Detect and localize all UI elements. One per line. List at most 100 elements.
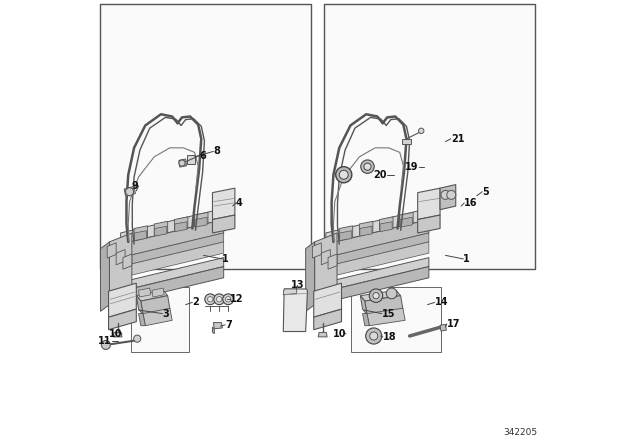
Polygon shape <box>109 233 132 305</box>
Polygon shape <box>120 233 223 267</box>
Text: 21: 21 <box>451 134 464 144</box>
Text: 19: 19 <box>405 162 419 172</box>
Bar <box>324 4 535 269</box>
Polygon shape <box>380 217 393 230</box>
Polygon shape <box>326 242 429 278</box>
Polygon shape <box>120 258 223 291</box>
Polygon shape <box>326 233 429 267</box>
Text: 342205: 342205 <box>503 428 538 437</box>
Circle shape <box>223 294 234 305</box>
Polygon shape <box>440 324 446 331</box>
Polygon shape <box>306 242 315 311</box>
Circle shape <box>419 128 424 134</box>
Polygon shape <box>174 217 188 230</box>
Polygon shape <box>326 258 429 291</box>
Text: 13: 13 <box>291 280 305 290</box>
Polygon shape <box>179 159 186 167</box>
Circle shape <box>225 297 231 302</box>
Text: 7: 7 <box>225 320 232 330</box>
Polygon shape <box>138 288 150 297</box>
Polygon shape <box>100 242 109 311</box>
Circle shape <box>207 297 213 302</box>
Circle shape <box>179 160 185 166</box>
Text: 1: 1 <box>222 254 229 264</box>
Bar <box>188 155 195 164</box>
Circle shape <box>205 294 216 305</box>
Bar <box>100 4 311 269</box>
Circle shape <box>387 288 397 299</box>
Polygon shape <box>418 188 440 220</box>
Polygon shape <box>367 308 405 326</box>
Text: 3: 3 <box>163 309 169 319</box>
Polygon shape <box>284 289 297 295</box>
Text: 10: 10 <box>109 329 122 339</box>
Polygon shape <box>136 296 143 314</box>
Text: 18: 18 <box>383 332 396 342</box>
Polygon shape <box>360 290 401 301</box>
Polygon shape <box>134 231 147 241</box>
Polygon shape <box>360 226 372 236</box>
Polygon shape <box>134 226 147 239</box>
Text: 15: 15 <box>382 309 396 319</box>
Polygon shape <box>339 226 353 239</box>
Polygon shape <box>326 267 429 302</box>
Polygon shape <box>284 289 307 332</box>
Text: 14: 14 <box>435 297 448 307</box>
Polygon shape <box>120 242 223 278</box>
Text: 5: 5 <box>482 187 489 197</box>
Polygon shape <box>195 212 208 226</box>
Polygon shape <box>212 327 214 334</box>
Polygon shape <box>154 221 168 235</box>
Polygon shape <box>360 296 367 314</box>
Polygon shape <box>380 222 392 232</box>
Text: 2: 2 <box>192 297 199 307</box>
Circle shape <box>361 160 374 173</box>
Polygon shape <box>328 254 337 269</box>
Circle shape <box>370 332 378 340</box>
Circle shape <box>336 167 352 183</box>
Polygon shape <box>138 314 145 326</box>
Polygon shape <box>315 233 337 305</box>
Circle shape <box>101 340 110 349</box>
Circle shape <box>125 188 134 196</box>
Circle shape <box>216 297 222 302</box>
Text: 16: 16 <box>464 198 477 208</box>
Polygon shape <box>109 283 136 317</box>
Bar <box>351 287 441 352</box>
Polygon shape <box>136 290 168 301</box>
Polygon shape <box>440 185 456 210</box>
Polygon shape <box>116 250 125 265</box>
Text: 4: 4 <box>236 198 243 208</box>
Circle shape <box>364 163 371 170</box>
Polygon shape <box>212 215 235 233</box>
Polygon shape <box>400 217 412 227</box>
Polygon shape <box>213 323 222 329</box>
Polygon shape <box>418 215 440 233</box>
Text: 10: 10 <box>333 329 346 339</box>
Polygon shape <box>321 250 330 265</box>
Polygon shape <box>120 267 223 302</box>
Circle shape <box>365 328 382 344</box>
Polygon shape <box>365 296 403 314</box>
Text: 9: 9 <box>132 181 138 191</box>
Polygon shape <box>326 208 429 244</box>
Text: 12: 12 <box>230 294 244 304</box>
Polygon shape <box>143 308 172 326</box>
Polygon shape <box>152 288 164 297</box>
Polygon shape <box>318 332 327 337</box>
Polygon shape <box>175 222 187 232</box>
Polygon shape <box>362 314 369 326</box>
Polygon shape <box>109 309 136 330</box>
Polygon shape <box>212 188 235 220</box>
Polygon shape <box>314 283 342 317</box>
Polygon shape <box>400 212 413 226</box>
Text: 17: 17 <box>447 319 460 329</box>
Polygon shape <box>326 220 429 258</box>
Circle shape <box>369 289 383 302</box>
Bar <box>131 287 189 352</box>
Polygon shape <box>141 296 170 314</box>
Polygon shape <box>360 221 373 235</box>
Polygon shape <box>124 186 136 196</box>
Circle shape <box>134 335 141 342</box>
Text: 20: 20 <box>374 170 387 180</box>
